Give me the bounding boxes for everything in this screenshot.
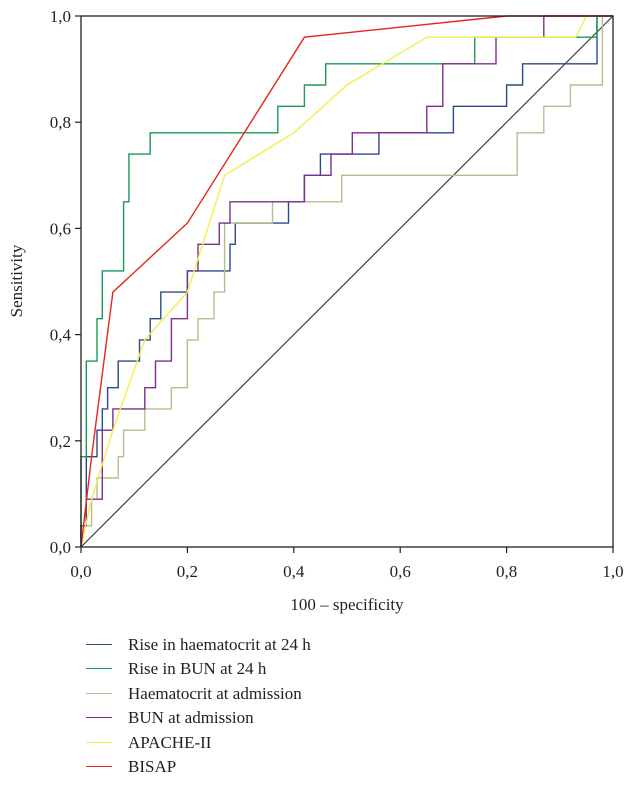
series-layer <box>80 15 613 548</box>
x-axis-ticks: 0,0 0,2 0,4 0,6 0,8 1,0 <box>70 547 624 581</box>
roc-chart: 0,0 0,2 0,4 0,6 0,8 1,0 0,0 0,2 0,4 0,6 0,8 1,0 10… <box>7 7 624 614</box>
legend-swatch <box>86 668 112 670</box>
legend-item: APACHE-II <box>86 730 311 755</box>
legend-label: APACHE-II <box>128 732 212 752</box>
x-tick-label: 0,8 <box>496 562 517 581</box>
reference-diagonal-line <box>80 15 614 548</box>
legend-label: BUN at admission <box>128 708 254 728</box>
legend-label: Rise in BUN at 24 h <box>128 659 267 679</box>
legend-swatch <box>86 717 112 719</box>
legend-label: BISAP <box>128 757 177 777</box>
legend-swatch <box>86 741 112 743</box>
y-tick-label: 0,8 <box>50 113 71 132</box>
x-tick-label: 1,0 <box>602 562 623 581</box>
x-tick-label: 0,2 <box>177 562 198 581</box>
legend-swatch <box>86 643 112 645</box>
x-tick-label: 0,4 <box>283 562 305 581</box>
legend-item: BUN at admission <box>86 706 311 731</box>
y-tick-label: 0,4 <box>50 326 72 345</box>
y-tick-label: 0,2 <box>50 432 71 451</box>
y-tick-label: 0,0 <box>50 538 71 557</box>
legend-swatch <box>86 766 112 768</box>
series-line-haematocrit-at-admission <box>80 15 613 547</box>
x-tick-label: 0,6 <box>390 562 411 581</box>
plot-frame <box>80 15 614 548</box>
x-tick-label: 0,0 <box>70 562 91 581</box>
series-line-bun-at-admission <box>80 15 613 547</box>
legend-label: Haematocrit at admission <box>128 683 302 703</box>
series-line-apache-ii <box>80 15 613 548</box>
legend-label: Rise in haematocrit at 24 h <box>128 634 311 654</box>
y-axis-ticks: 0,0 0,2 0,4 0,6 0,8 1,0 <box>50 7 81 557</box>
legend-item: Rise in haematocrit at 24 h <box>86 632 311 657</box>
legend-item: Haematocrit at admission <box>86 681 311 706</box>
legend-item: BISAP <box>86 755 311 780</box>
series-line-rise-in-haematocrit-at-24-h <box>80 15 613 547</box>
y-tick-label: 0,6 <box>50 219 71 238</box>
series-line-rise-in-bun-at-24-h <box>80 15 613 547</box>
y-tick-label: 1,0 <box>50 7 71 26</box>
legend-item: Rise in BUN at 24 h <box>86 657 311 682</box>
legend: Rise in haematocrit at 24 h Rise in BUN a… <box>86 632 311 779</box>
y-axis-label: Sensitivity <box>7 244 26 317</box>
x-axis-label: 100 – specificity <box>290 595 404 614</box>
legend-swatch <box>86 692 112 694</box>
